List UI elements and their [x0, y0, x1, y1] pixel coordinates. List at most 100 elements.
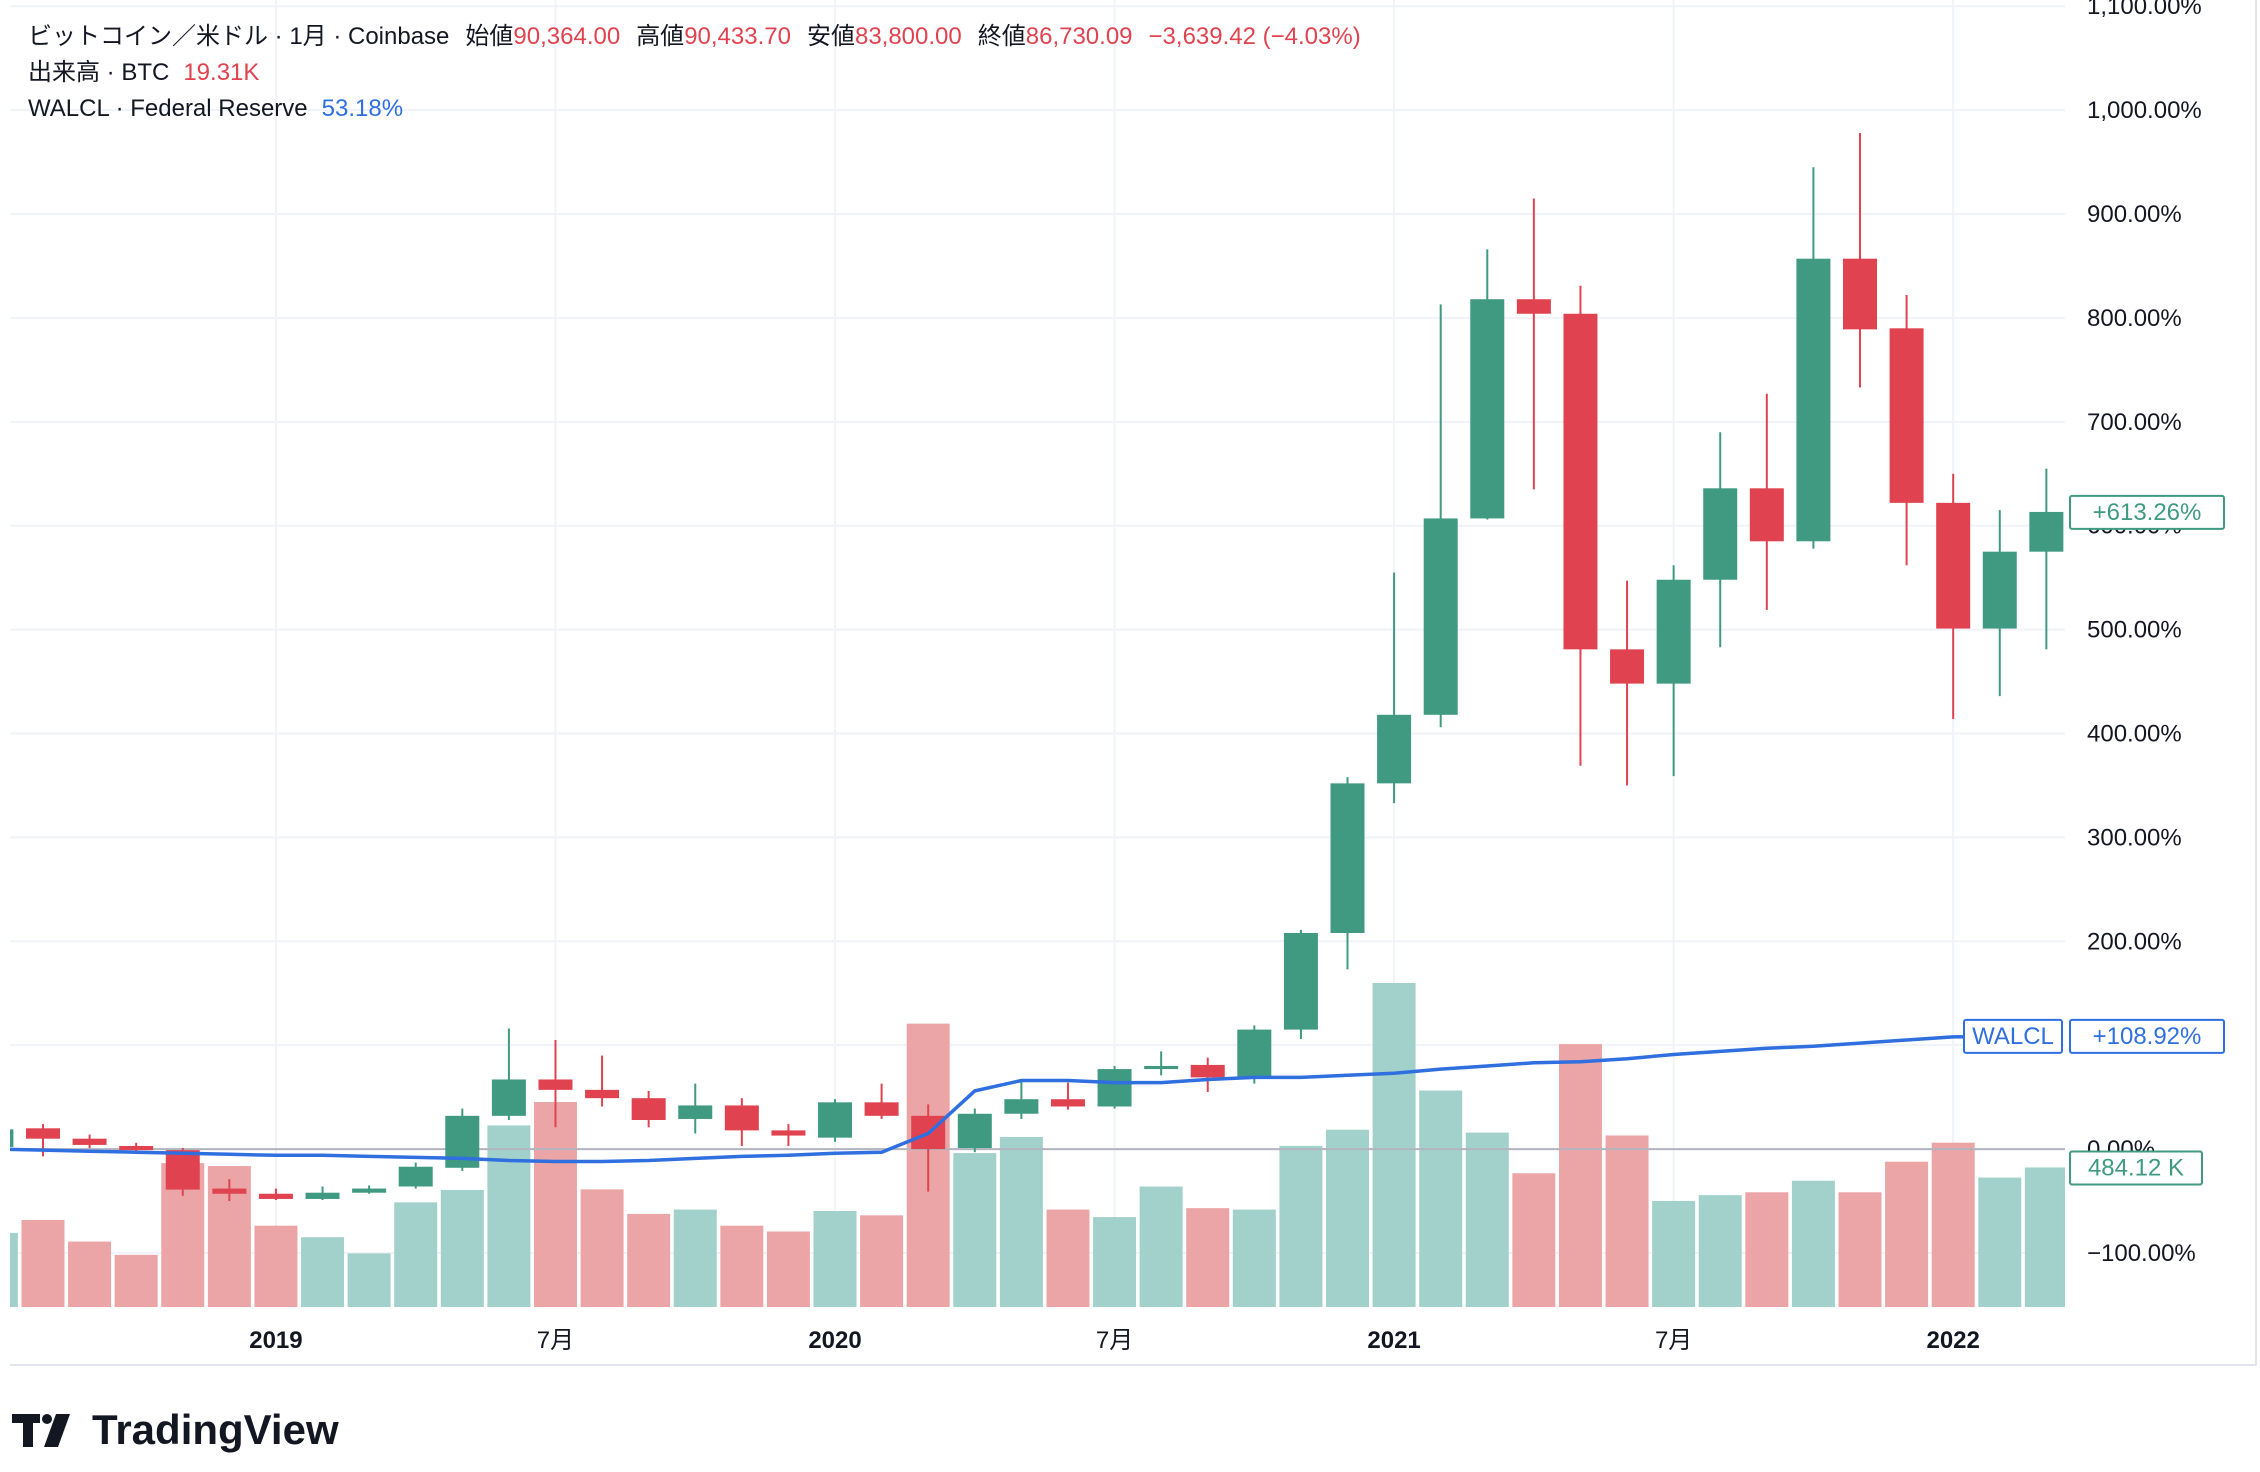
- candle-body: [10, 1129, 14, 1148]
- volume-bar: [1931, 1142, 1975, 1307]
- volume-label: 484.12 K: [2069, 1150, 2203, 1186]
- volume-bar: [1279, 1145, 1323, 1307]
- candle-body: [1097, 1069, 1132, 1107]
- candle-body: [1004, 1099, 1039, 1114]
- candle-body: [1144, 1065, 1179, 1070]
- candle-body: [1283, 932, 1318, 1030]
- x-tick-label: 2022: [1926, 1327, 1979, 1354]
- walcl-name-label-text: WALCL: [1972, 1023, 2054, 1050]
- legend-ohlc-label: 安値: [807, 23, 855, 50]
- walcl-value-label-bg: [2069, 1018, 2225, 1054]
- volume-bar: [1419, 1090, 1463, 1307]
- volume-bar: [580, 1189, 624, 1307]
- volume-bar: [627, 1213, 671, 1307]
- candle-body: [1796, 258, 1831, 542]
- candle-body: [305, 1192, 340, 1199]
- legend-ohlc-label: 始値: [465, 23, 513, 50]
- y-tick-label: 500.00%: [2087, 617, 2182, 644]
- y-tick-label: 300.00%: [2087, 824, 2182, 851]
- candle-body: [2029, 511, 2064, 552]
- candle-body: [119, 1145, 154, 1151]
- volume-bar: [1791, 1180, 1835, 1307]
- candle-body: [72, 1138, 107, 1145]
- volume-bar: [1558, 1044, 1602, 1307]
- candle-body: [864, 1102, 899, 1116]
- candle-body: [724, 1105, 759, 1131]
- close-label-bg: [2069, 494, 2225, 530]
- candle-body: [1749, 488, 1784, 542]
- volume-bar: [2024, 1167, 2065, 1307]
- x-tick-label: 7月: [1096, 1327, 1133, 1354]
- volume-bar: [1698, 1195, 1742, 1307]
- y-tick-label: 1,000.00%: [2087, 97, 2202, 124]
- candle-body: [1470, 299, 1505, 519]
- candle-body: [1237, 1029, 1272, 1078]
- volume-bar: [1093, 1217, 1137, 1307]
- legend-ohlc-value: 83,800.00: [855, 23, 962, 50]
- volume-bar: [487, 1125, 531, 1307]
- candle-body: [771, 1130, 806, 1136]
- walcl-name-label-bg: [1963, 1018, 2063, 1054]
- candle-body: [1377, 714, 1412, 784]
- legend-change: −3,639.42 (−4.03%): [1149, 23, 1361, 50]
- candle-body: [1330, 783, 1365, 933]
- volume-bar: [1605, 1135, 1649, 1307]
- y-tick-label: 700.00%: [2087, 409, 2182, 436]
- candle-body: [957, 1113, 992, 1149]
- candle-body: [1936, 502, 1971, 629]
- y-tick-label: 400.00%: [2087, 720, 2182, 747]
- brand-name: TradingView: [92, 1406, 339, 1453]
- volume-bar: [1512, 1173, 1556, 1307]
- volume-bar: [394, 1202, 438, 1307]
- legend-line: WALCL · Federal Reserve 53.18%: [28, 95, 403, 122]
- volume-bar: [254, 1225, 298, 1307]
- legend-volume-name: 出来高 · BTC: [28, 59, 169, 86]
- volume-bar: [10, 1232, 18, 1307]
- volume-bar: [860, 1215, 904, 1307]
- legend-line: ビットコイン／米ドル · 1月 · Coinbase 始値90,364.00 高値9…: [28, 23, 1361, 50]
- y-tick-label: 1,100.00%: [2087, 0, 2202, 20]
- candle-body: [1610, 649, 1645, 684]
- brand-logo: [12, 1414, 70, 1447]
- candle-body: [25, 1128, 60, 1139]
- candle-body: [258, 1193, 293, 1199]
- y-tick-label: 200.00%: [2087, 928, 2182, 955]
- candle-body: [352, 1188, 387, 1193]
- candle-body: [165, 1150, 200, 1190]
- close-label-text: +613.26%: [2093, 499, 2202, 526]
- legend-ohlc-value: 90,433.70: [684, 23, 791, 50]
- walcl-line: [10, 1034, 2047, 1164]
- volume-bar: [766, 1231, 810, 1307]
- legend-line: 出来高 · BTC 19.31K: [28, 59, 259, 86]
- legend-ohlc-value: 86,730.09: [1026, 23, 1133, 50]
- volume-bar: [21, 1219, 65, 1307]
- candle-body: [1703, 488, 1738, 580]
- y-tick-label: 900.00%: [2087, 201, 2182, 228]
- volume-label-text: 484.12 K: [2088, 1154, 2184, 1181]
- volume-bar: [1186, 1208, 1230, 1307]
- volume-bar: [1046, 1209, 1090, 1307]
- candle-body: [538, 1079, 573, 1090]
- walcl-value-label: +108.92%: [2069, 1018, 2225, 1054]
- legend-ohlc-label: 高値: [636, 23, 684, 50]
- legend-ohlc-value: 90,364.00: [513, 23, 620, 50]
- legend-volume-value: 19.31K: [183, 59, 259, 86]
- candle-body: [818, 1102, 853, 1138]
- x-tick-label: 2020: [808, 1327, 861, 1354]
- walcl-name-label: WALCL: [1963, 1018, 2063, 1054]
- volume-bar: [301, 1237, 345, 1307]
- y-tick-label: −100.00%: [2087, 1240, 2196, 1267]
- candle-body: [1982, 551, 2017, 629]
- walcl-value-label-text: +108.92%: [2093, 1023, 2202, 1050]
- candle-body: [398, 1166, 433, 1187]
- volume-bar: [1372, 983, 1416, 1307]
- volume-bar: [533, 1102, 577, 1307]
- volume-bar: [999, 1136, 1043, 1307]
- legend-walcl-name: WALCL · Federal Reserve: [28, 95, 308, 122]
- plot-area: [10, 132, 2065, 1307]
- volume-bar: [720, 1225, 764, 1307]
- volume-bar: [347, 1253, 391, 1307]
- candle-body: [1656, 579, 1691, 684]
- candle-body: [1050, 1099, 1085, 1107]
